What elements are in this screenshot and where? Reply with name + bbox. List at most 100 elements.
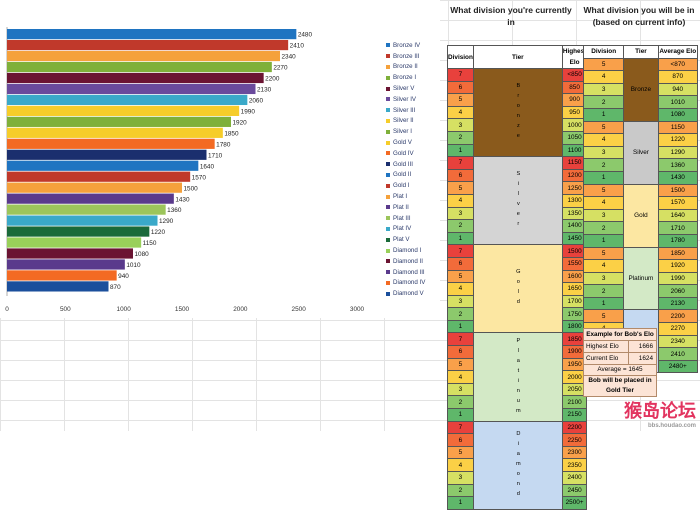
legend-label: Diamond V bbox=[393, 290, 424, 298]
elo-cell: 1150 bbox=[657, 120, 698, 135]
table-row: 2 1710 bbox=[582, 221, 698, 235]
legend-swatch bbox=[386, 270, 390, 275]
legend-label: Gold V bbox=[393, 139, 412, 147]
table-row: 1 1800 bbox=[447, 319, 588, 334]
bar-value-label: 2270 bbox=[273, 65, 288, 72]
division-cell: 1 bbox=[447, 231, 474, 246]
legend-item: Diamond II bbox=[386, 256, 438, 267]
elo-cell: 1360 bbox=[657, 158, 698, 172]
division-cell: 1 bbox=[582, 107, 625, 122]
division-cell: 5 bbox=[447, 269, 474, 284]
legend-swatch bbox=[386, 172, 390, 177]
table-header: Division bbox=[447, 45, 474, 69]
legend-swatch bbox=[386, 43, 390, 48]
bar-bronze-ii bbox=[7, 50, 280, 62]
legend-swatch bbox=[386, 75, 390, 80]
example-current-label: Current Elo bbox=[586, 355, 619, 362]
legend-item: Silver I bbox=[386, 126, 438, 137]
division-cell: 4 bbox=[447, 458, 474, 472]
elo-cell: 2250 bbox=[561, 433, 588, 447]
division-cell: 7 bbox=[447, 156, 474, 170]
elo-cell: 2350 bbox=[561, 458, 588, 472]
legend-label: Plat V bbox=[393, 236, 410, 244]
legend-item: Gold II bbox=[386, 170, 438, 181]
division-cell: 5 bbox=[447, 357, 474, 372]
division-cell: 4 bbox=[582, 196, 625, 210]
legend-item: Diamond V bbox=[386, 288, 438, 299]
table-row: 5 Bronze <870 bbox=[582, 57, 698, 122]
example-current-value: 1624 bbox=[628, 353, 656, 364]
table-row: 5 Silver 1150 bbox=[582, 120, 698, 185]
bar-value-label: 1430 bbox=[175, 196, 190, 203]
example-box: Example for Bob's Elo Highest Elo 1666 Cu… bbox=[583, 328, 657, 397]
x-tick-label: 1000 bbox=[117, 306, 132, 313]
current-division-table: Division Tier Highest Elo 7 B r o n z e <850 6… bbox=[447, 45, 588, 510]
division-cell: 6 bbox=[447, 168, 474, 183]
division-cell: 2 bbox=[447, 130, 474, 145]
table-row: 4 2000 bbox=[447, 370, 588, 384]
division-cell: 2 bbox=[582, 95, 625, 109]
table-row: 2 1010 bbox=[582, 95, 698, 109]
legend-swatch bbox=[386, 259, 390, 264]
division-cell: 4 bbox=[447, 370, 474, 384]
watermark-url: bbs.houdao.com bbox=[648, 423, 696, 429]
legend-label: Bronze II bbox=[393, 63, 418, 71]
division-cell: 1 bbox=[447, 143, 474, 158]
elo-cell: 2130 bbox=[657, 296, 698, 311]
tier-cell: D i a m o n d bbox=[472, 420, 563, 510]
table-row: 6 1550 bbox=[447, 256, 588, 271]
legend-swatch bbox=[386, 248, 390, 253]
elo-cell: 2500+ bbox=[561, 496, 588, 510]
division-cell: 2 bbox=[447, 395, 474, 410]
division-cell: 3 bbox=[582, 208, 625, 223]
table-row: 2 1360 bbox=[582, 158, 698, 172]
legend-label: Silver V bbox=[393, 85, 415, 93]
division-cell: 1 bbox=[447, 408, 474, 422]
division-cell: 4 bbox=[447, 193, 474, 208]
x-tick-label: 2500 bbox=[292, 306, 307, 313]
table-header: Tier bbox=[623, 45, 659, 59]
legend-item: Bronze III bbox=[386, 51, 438, 62]
bar-silver-iii bbox=[7, 94, 248, 106]
table-row: 5Diamond2200 bbox=[582, 309, 698, 374]
division-cell: 2 bbox=[447, 219, 474, 233]
bar-value-label: 1150 bbox=[143, 240, 157, 247]
legend-swatch bbox=[386, 226, 390, 231]
bar-gold-iv bbox=[7, 138, 215, 149]
division-cell: 5 bbox=[582, 120, 625, 135]
division-cell: 3 bbox=[447, 206, 474, 221]
tier-label: G o l d bbox=[515, 269, 522, 305]
tier-cell: P l a t i n u m bbox=[472, 332, 563, 422]
bar-value-label: 2060 bbox=[249, 98, 264, 105]
legend-item: Bronze II bbox=[386, 62, 438, 73]
elo-cell: 1570 bbox=[657, 196, 698, 210]
chart-svg: 2480 2410 2340 2270 2200 2130 2060 1990 1920 1850… bbox=[5, 27, 365, 313]
division-cell: 2 bbox=[447, 307, 474, 321]
division-cell: 2 bbox=[582, 284, 625, 298]
legend-swatch bbox=[386, 194, 390, 199]
tier-cell: Silver bbox=[623, 120, 659, 185]
table-row: 3 1000 bbox=[447, 118, 588, 132]
legend-label: Gold III bbox=[393, 160, 413, 168]
legend-swatch bbox=[386, 140, 390, 145]
bar-value-label: 1010 bbox=[126, 262, 141, 269]
legend-swatch bbox=[386, 162, 390, 167]
bar-plat-ii bbox=[7, 193, 174, 204]
division-cell: 4 bbox=[447, 105, 474, 120]
example-average: Average = 1645 bbox=[583, 365, 657, 376]
table-header: Average Elo bbox=[657, 45, 698, 59]
table-row: 6 1200 bbox=[447, 168, 588, 183]
table-row: 1 1780 bbox=[582, 233, 698, 248]
bar-value-label: 1710 bbox=[208, 152, 223, 159]
table-row: 1 1080 bbox=[582, 107, 698, 122]
legend-item: Bronze I bbox=[386, 72, 438, 83]
legend-item: Plat V bbox=[386, 234, 438, 245]
elo-cell: 2270 bbox=[657, 322, 698, 336]
legend-label: Gold I bbox=[393, 182, 410, 190]
bar-value-label: 2130 bbox=[257, 87, 272, 94]
division-cell: 2 bbox=[582, 221, 625, 235]
legend-swatch bbox=[386, 64, 390, 69]
tier-cell: Bronze bbox=[623, 57, 659, 122]
division-cell: 3 bbox=[447, 471, 474, 485]
elo-cell: 2450 bbox=[561, 483, 588, 498]
